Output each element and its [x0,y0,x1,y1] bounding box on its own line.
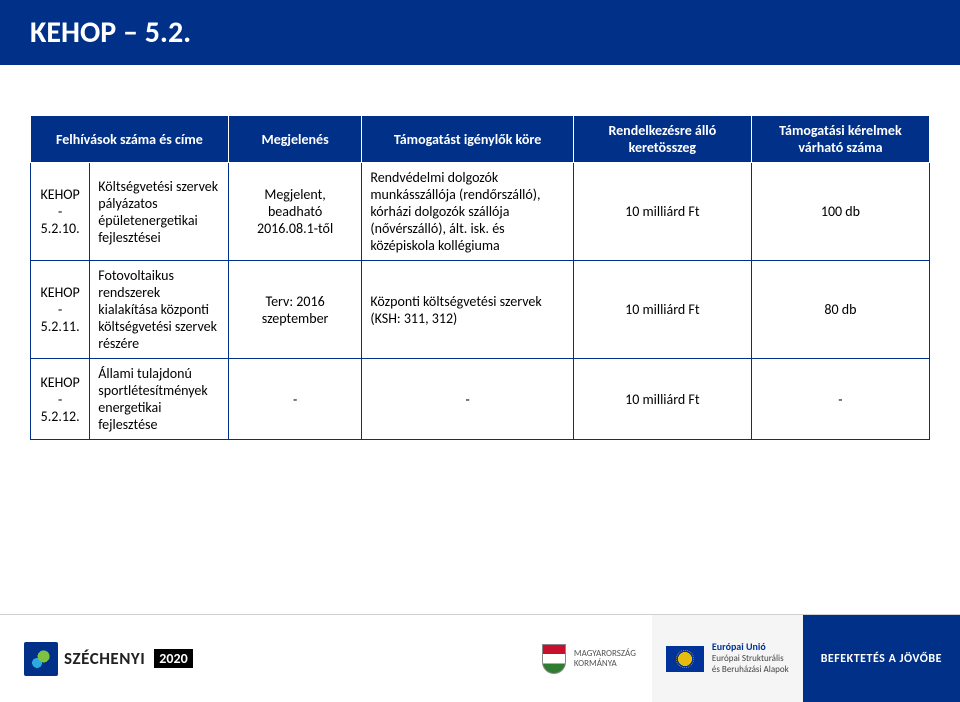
cell-name: Állami tulajdonú sportlétesítmények ener… [90,359,229,440]
eu-flag-icon [666,646,704,672]
cell-pub: - [228,359,362,440]
cell-code: KEHOP - 5.2.12. [31,359,90,440]
col-header-count: Támogatási kérelmek várható száma [751,116,929,163]
table-row: KEHOP - 5.2.11. Fotovoltaikus rendszerek… [31,261,930,359]
main-content: Felhívások száma és címe Megjelenés Támo… [0,65,960,440]
cell-scope: Rendvédelmi dolgozók munkásszállója (ren… [362,163,573,261]
cell-code: KEHOP - 5.2.11. [31,261,90,359]
col-header-scope: Támogatást igénylők köre [362,116,573,163]
gov-crest-block: MAGYARORSZÁGKORMÁNYA [526,615,652,702]
cell-budget: 10 milliárd Ft [573,163,751,261]
col-header-budget: Rendelkezésre álló keretösszeg [573,116,751,163]
footer-right: MAGYARORSZÁGKORMÁNYA Európai Unió Európa… [526,615,960,702]
eu-title: Európai Unió [712,640,766,653]
invest-banner: BEFEKTETÉS A JÖVŐBE [803,615,960,702]
gov-label: MAGYARORSZÁGKORMÁNYA [574,649,636,669]
cell-name: Költségvetési szervek pályázatos épülete… [90,163,229,261]
cell-budget: 10 milliárd Ft [573,261,751,359]
cell-name: Fotovoltaikus rendszerek kialakítása köz… [90,261,229,359]
footer: SZÉCHENYI 2020 MAGYARORSZÁGKORMÁNYA Euró… [0,614,960,702]
eu-line2: és Beruházási Alapok [712,664,789,675]
cell-pub: Megjelent, beadható 2016.08.1-től [228,163,362,261]
table-row: KEHOP - 5.2.12. Állami tulajdonú sportlé… [31,359,930,440]
cell-code: KEHOP - 5.2.10. [31,163,90,261]
cell-count: 100 db [751,163,929,261]
col-header-name: Felhívások száma és címe [31,116,229,163]
table-row: KEHOP - 5.2.10. Költségvetési szervek pá… [31,163,930,261]
cell-scope: Központi költségvetési szervek (KSH: 311… [362,261,573,359]
szechenyi-label: SZÉCHENYI [64,648,145,669]
szechenyi-2020-badge: 2020 [154,649,192,668]
page-title: KEHOP – 5.2. [0,0,960,65]
cell-count: - [751,359,929,440]
eu-text: Európai Unió Európai Strukturális és Ber… [712,641,789,675]
table-header-row: Felhívások száma és címe Megjelenés Támo… [31,116,930,163]
szechenyi-icon [24,642,58,676]
kehop-table: Felhívások száma és címe Megjelenés Támo… [30,115,930,440]
eu-line1: Európai Strukturális [712,653,784,664]
cell-count: 80 db [751,261,929,359]
szechenyi-logo-block: SZÉCHENYI 2020 [24,642,193,676]
cell-pub: Terv: 2016 szeptember [228,261,362,359]
cell-scope: - [362,359,573,440]
cell-budget: 10 milliárd Ft [573,359,751,440]
col-header-pub: Megjelenés [228,116,362,163]
hungary-crest-icon [542,644,566,674]
eu-block: Európai Unió Európai Strukturális és Ber… [652,615,803,702]
